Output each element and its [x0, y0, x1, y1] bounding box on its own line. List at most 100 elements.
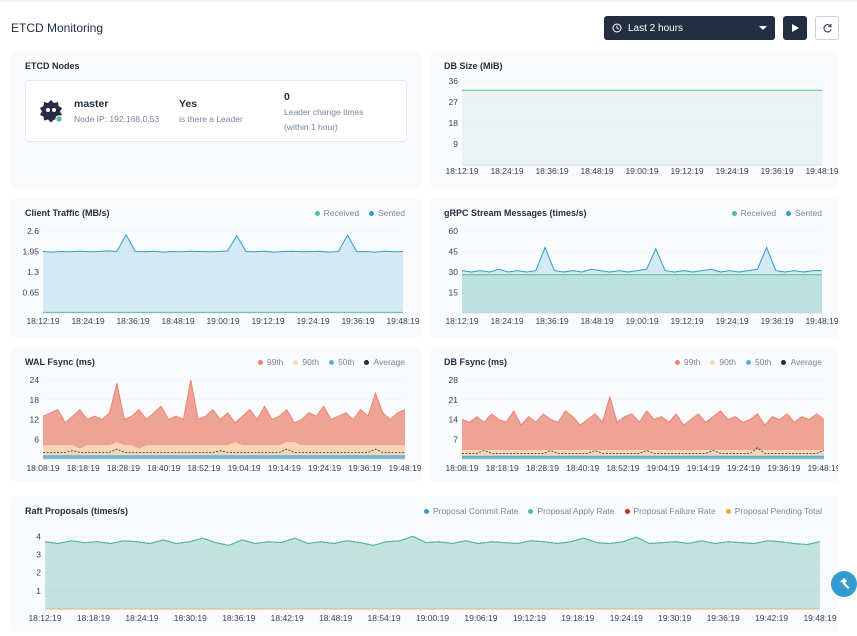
leader-changes-value: 0: [284, 91, 290, 103]
y-tick-label: 60: [449, 226, 459, 236]
legend-item-99th[interactable]: 99th: [674, 357, 701, 367]
refresh-icon: [822, 23, 832, 32]
node-item[interactable]: master Node IP: 192.168.0.53 Yes is ther…: [25, 80, 407, 142]
x-tick-label: 19:00:19: [416, 613, 449, 623]
legend-item-90th[interactable]: 90th: [710, 357, 736, 367]
legend-label: Proposal Apply Rate: [537, 506, 615, 516]
legend-label: 90th: [302, 357, 319, 367]
leader-label: is there a Leader: [179, 114, 243, 124]
series-area-received: [462, 274, 822, 313]
chart-title: DB Size (MiB): [444, 61, 503, 71]
chart-legend: 99th 90th 50th Average: [257, 357, 405, 367]
series-line-average: [43, 448, 405, 453]
legend-dot: [423, 508, 429, 514]
etcd-node-icon: [40, 100, 63, 123]
x-tick-label: 18:48:19: [580, 166, 613, 176]
etcd-nodes-title: ETCD Nodes: [25, 61, 80, 71]
y-tick-label: 3: [36, 549, 41, 559]
x-tick-label: 18:52:19: [187, 463, 220, 473]
x-tick-label: 19:14:19: [687, 463, 720, 473]
x-tick-label: 19:04:19: [228, 463, 261, 473]
x-tick-label: 19:00:19: [625, 166, 658, 176]
db-fsync-chart[interactable]: 28 21 14 7 18:08:19 18:18:19 18:28:19 18:40:19 1…: [430, 347, 838, 482]
legend-label: Received: [323, 208, 360, 218]
series-area-proposal-apply-rate: [45, 536, 820, 609]
legend-item-sented[interactable]: Sented: [786, 208, 822, 218]
x-tick-label: 18:42:19: [271, 613, 304, 623]
x-tick-label: 19:24:19: [715, 316, 748, 326]
series-line-average: [462, 447, 825, 454]
x-tick-label: 19:36:19: [341, 316, 374, 326]
raft-proposals-card: Raft Proposals (times/s) Proposal Commit…: [11, 496, 838, 632]
x-tick-label: 18:52:19: [606, 463, 639, 473]
x-tick-label: 18:08:19: [26, 463, 59, 473]
db-size-chart[interactable]: 36 27 18 9 18:12:19 18:24:19 18:36:19 18:48:19 1…: [430, 51, 838, 189]
grpc-stream-chart[interactable]: 60 45 30 15 18:12:19 18:24:19 18:36:19 18:48:19…: [430, 198, 838, 338]
legend-item-pending-total[interactable]: Proposal Pending Total: [725, 506, 822, 516]
x-tick-label: 19:42:19: [755, 613, 788, 623]
legend-item-apply-rate[interactable]: Proposal Apply Rate: [528, 506, 615, 516]
series-area-50th: [462, 456, 824, 459]
legend-item-99th[interactable]: 99th: [257, 357, 283, 367]
y-tick-label: 28: [449, 375, 459, 385]
refresh-button[interactable]: [815, 16, 839, 40]
x-tick-label: 18:48:19: [319, 613, 352, 623]
legend-dot: [257, 359, 263, 365]
legend-label: 99th: [683, 357, 701, 367]
x-tick-label: 18:40:19: [566, 463, 599, 473]
client-traffic-chart[interactable]: 2.6 1.95 1.3 0.65 18:12:19 18:24:19 18:36:19 18…: [11, 198, 421, 338]
x-tick-label: 19:30:19: [658, 613, 691, 623]
legend-dot: [674, 359, 680, 365]
legend-item-average[interactable]: Average: [781, 357, 822, 367]
x-tick-label: 19:06:19: [464, 613, 497, 623]
legend-item-received[interactable]: Received: [731, 208, 777, 218]
y-tick-label: 15: [449, 288, 459, 298]
x-tick-label: 19:36:19: [760, 166, 793, 176]
legend-label: Average: [790, 357, 822, 367]
x-tick-label: 19:48:19: [803, 613, 836, 623]
legend-item-sented[interactable]: Sented: [369, 208, 405, 218]
x-tick-label: 18:36:19: [535, 316, 568, 326]
legend-item-50th[interactable]: 50th: [328, 357, 355, 367]
play-button[interactable]: [783, 16, 807, 40]
time-range-picker[interactable]: Last 2 hours: [604, 16, 775, 40]
legend-label: 50th: [337, 357, 355, 367]
legend-dot: [364, 359, 370, 365]
etcd-nodes-card: ETCD Nodes master Node IP: 192.168.0.53 …: [11, 51, 421, 189]
legend-label: Sented: [795, 208, 822, 218]
legend-item-failure-rate[interactable]: Proposal Failure Rate: [624, 506, 716, 516]
chart-legend: Received Sented: [314, 208, 405, 218]
legend-item-average[interactable]: Average: [364, 357, 405, 367]
legend-label: Proposal Commit Rate: [432, 506, 519, 516]
db-size-card: DB Size (MiB) 36 27 18 9 18:12:19 18:24:19 18:…: [430, 51, 838, 189]
x-tick-label: 18:12:19: [445, 166, 478, 176]
raft-proposals-chart[interactable]: 4 3 2 1 18:12:19 18:18:19 18:24:19 18:30:19 18:3…: [11, 496, 838, 632]
toolbox-button[interactable]: [831, 571, 857, 597]
x-tick-label: 19:48:19: [386, 316, 419, 326]
x-tick-label: 19:48:19: [805, 166, 838, 176]
legend-item-commit-rate[interactable]: Proposal Commit Rate: [423, 506, 519, 516]
x-tick-label: 18:24:19: [125, 613, 158, 623]
x-tick-label: 19:14:19: [268, 463, 301, 473]
legend-label: Received: [740, 208, 777, 218]
chart-title: DB Fsync (ms): [444, 357, 508, 367]
legend-item-90th[interactable]: 90th: [293, 357, 319, 367]
legend-dot: [624, 508, 630, 514]
chart-title: Raft Proposals (times/s): [25, 506, 129, 516]
play-icon: [792, 24, 799, 32]
x-tick-label: 19:04:19: [647, 463, 680, 473]
series-line-proposal-apply-rate: [44, 535, 821, 546]
legend-item-50th[interactable]: 50th: [745, 357, 771, 367]
x-tick-label: 18:24:19: [490, 316, 523, 326]
wal-fsync-chart[interactable]: 24 18 12 6 18:08:19 18:18:19 18:28:19 18:40:19 1…: [11, 347, 421, 482]
legend-dot: [786, 210, 792, 216]
y-tick-label: 1.3: [27, 267, 39, 277]
x-tick-label: 18:24:19: [490, 166, 523, 176]
legend-label: Sented: [378, 208, 405, 218]
x-tick-label: 18:12:19: [28, 613, 61, 623]
y-tick-label: 45: [449, 247, 459, 257]
time-range-label: Last 2 hours: [628, 22, 684, 34]
legend-item-received[interactable]: Received: [314, 208, 360, 218]
leader-changes-window: (within 1 hour): [284, 122, 338, 132]
wal-fsync-card: WAL Fsync (ms) 99th 90th 50th Average 24…: [11, 347, 421, 482]
